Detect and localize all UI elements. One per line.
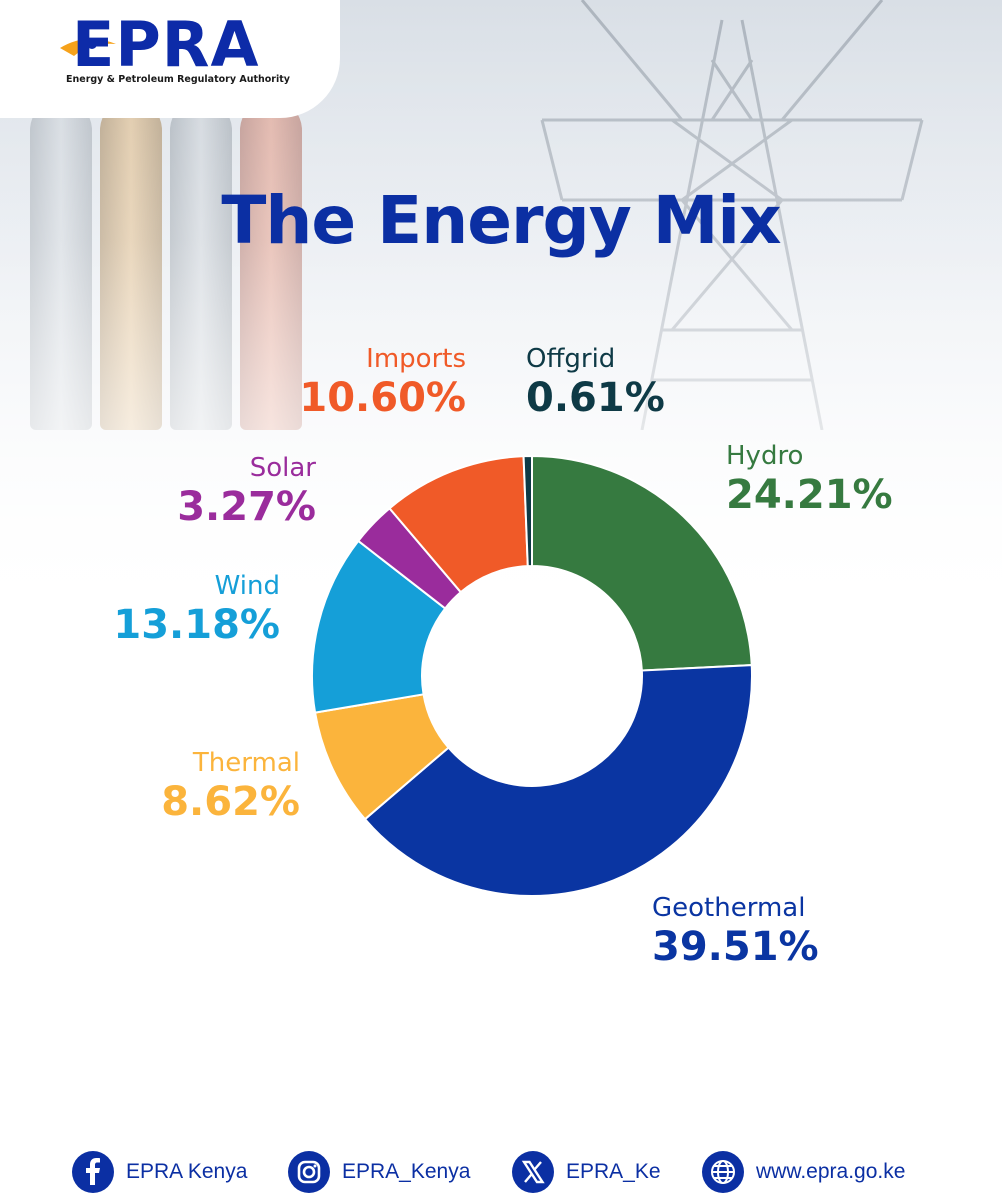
legend-name-hydro: Hydro [726, 441, 804, 471]
data-label-thermal: 8.62% [161, 779, 300, 825]
data-label-geothermal: 39.51% [652, 924, 819, 970]
data-label-solar: 3.27% [177, 484, 316, 530]
globe-icon [702, 1151, 744, 1193]
legend-name-geothermal: Geothermal [652, 893, 806, 923]
x-handle[interactable]: EPRA_Ke [566, 1160, 661, 1183]
label-solar: Solar 3.27% [116, 452, 316, 530]
slice-hydro [531, 454, 753, 672]
legend-name-offgrid: Offgrid [526, 344, 616, 374]
data-label-offgrid: 0.61% [526, 375, 665, 421]
flame-swoosh-icon [60, 38, 116, 56]
instagram-handle[interactable]: EPRA_Kenya [342, 1160, 471, 1183]
data-label-imports: 10.60% [299, 375, 466, 421]
logo-subtitle: Energy & Petroleum Regulatory Authority [66, 74, 290, 85]
chart-title: The Energy Mix [221, 182, 781, 259]
legend-name-solar: Solar [249, 453, 316, 483]
label-hydro: Hydro 24.21% [726, 440, 893, 518]
legend-name-thermal: Thermal [192, 748, 300, 778]
footer-facebook[interactable]: EPRA Kenya [72, 1150, 247, 1194]
label-imports: Imports 10.60% [250, 343, 466, 421]
label-thermal: Thermal 8.62% [100, 747, 300, 825]
instagram-icon [288, 1151, 330, 1193]
website-link[interactable]: www.epra.go.ke [756, 1160, 906, 1183]
slice-geothermal [363, 664, 753, 897]
x-icon [512, 1151, 554, 1193]
footer-x[interactable]: EPRA_Ke [512, 1150, 661, 1194]
data-label-wind: 13.18% [113, 602, 280, 648]
data-label-hydro: 24.21% [726, 472, 893, 518]
logo-panel: EPRA Energy & Petroleum Regulatory Autho… [0, 0, 340, 118]
footer-instagram[interactable]: EPRA_Kenya [288, 1150, 470, 1194]
label-geothermal: Geothermal 39.51% [652, 892, 819, 970]
logo-wordmark: EPRA [72, 8, 260, 81]
legend-name-wind: Wind [214, 571, 280, 601]
label-offgrid: Offgrid 0.61% [526, 343, 665, 421]
facebook-handle[interactable]: EPRA Kenya [126, 1160, 248, 1183]
label-wind: Wind 13.18% [80, 570, 280, 648]
footer-website[interactable]: www.epra.go.ke [702, 1150, 905, 1194]
facebook-icon [72, 1151, 114, 1193]
legend-name-imports: Imports [366, 344, 466, 374]
slice-offgrid [522, 454, 533, 568]
